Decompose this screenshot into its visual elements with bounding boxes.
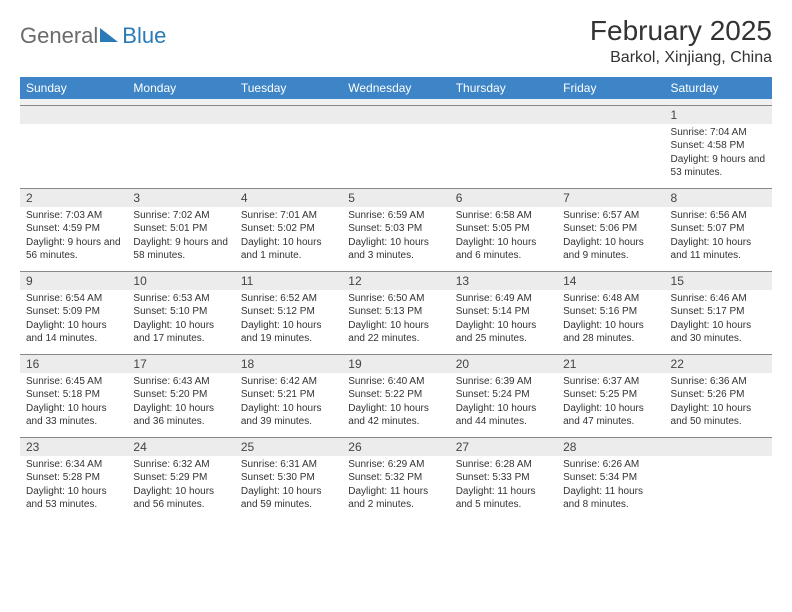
date-cell: 14	[557, 271, 664, 290]
detail-cell: Sunrise: 6:56 AMSunset: 5:07 PMDaylight:…	[665, 207, 772, 272]
date-cell: 2	[20, 188, 127, 207]
day-header: Sunday	[20, 77, 127, 99]
date-cell	[127, 105, 234, 124]
date-cell: 12	[342, 271, 449, 290]
detail-row: Sunrise: 7:04 AMSunset: 4:58 PMDaylight:…	[20, 124, 772, 189]
detail-cell	[342, 124, 449, 189]
date-cell: 9	[20, 271, 127, 290]
detail-cell: Sunrise: 6:42 AMSunset: 5:21 PMDaylight:…	[235, 373, 342, 438]
date-cell	[450, 105, 557, 124]
detail-cell: Sunrise: 6:58 AMSunset: 5:05 PMDaylight:…	[450, 207, 557, 272]
date-row: 9101112131415	[20, 271, 772, 290]
date-cell: 1	[665, 105, 772, 124]
detail-cell: Sunrise: 6:52 AMSunset: 5:12 PMDaylight:…	[235, 290, 342, 355]
date-cell: 16	[20, 354, 127, 373]
detail-cell	[20, 124, 127, 189]
date-cell: 6	[450, 188, 557, 207]
date-cell	[557, 105, 664, 124]
day-header: Tuesday	[235, 77, 342, 99]
day-header: Monday	[127, 77, 234, 99]
page-header: General Blue February 2025 Barkol, Xinji…	[20, 15, 772, 67]
detail-cell: Sunrise: 6:54 AMSunset: 5:09 PMDaylight:…	[20, 290, 127, 355]
detail-cell: Sunrise: 6:28 AMSunset: 5:33 PMDaylight:…	[450, 456, 557, 520]
detail-cell: Sunrise: 7:01 AMSunset: 5:02 PMDaylight:…	[235, 207, 342, 272]
detail-row: Sunrise: 6:54 AMSunset: 5:09 PMDaylight:…	[20, 290, 772, 355]
detail-cell: Sunrise: 6:53 AMSunset: 5:10 PMDaylight:…	[127, 290, 234, 355]
date-cell: 28	[557, 437, 664, 456]
detail-cell: Sunrise: 6:39 AMSunset: 5:24 PMDaylight:…	[450, 373, 557, 438]
date-cell: 3	[127, 188, 234, 207]
triangle-icon	[100, 28, 118, 42]
detail-cell: Sunrise: 6:40 AMSunset: 5:22 PMDaylight:…	[342, 373, 449, 438]
date-cell: 20	[450, 354, 557, 373]
detail-row: Sunrise: 7:03 AMSunset: 4:59 PMDaylight:…	[20, 207, 772, 272]
date-cell: 25	[235, 437, 342, 456]
date-cell: 26	[342, 437, 449, 456]
day-header: Thursday	[450, 77, 557, 99]
detail-cell: Sunrise: 6:34 AMSunset: 5:28 PMDaylight:…	[20, 456, 127, 520]
date-cell: 17	[127, 354, 234, 373]
date-cell: 24	[127, 437, 234, 456]
date-cell	[235, 105, 342, 124]
day-header: Friday	[557, 77, 664, 99]
date-cell: 19	[342, 354, 449, 373]
date-cell: 21	[557, 354, 664, 373]
detail-cell	[450, 124, 557, 189]
detail-cell: Sunrise: 6:31 AMSunset: 5:30 PMDaylight:…	[235, 456, 342, 520]
detail-cell: Sunrise: 6:50 AMSunset: 5:13 PMDaylight:…	[342, 290, 449, 355]
date-cell: 5	[342, 188, 449, 207]
date-cell: 23	[20, 437, 127, 456]
calendar-body: 1 Sunrise: 7:04 AMSunset: 4:58 PMDayligh…	[20, 99, 772, 520]
date-cell: 8	[665, 188, 772, 207]
detail-cell: Sunrise: 6:57 AMSunset: 5:06 PMDaylight:…	[557, 207, 664, 272]
date-cell: 22	[665, 354, 772, 373]
detail-cell: Sunrise: 6:29 AMSunset: 5:32 PMDaylight:…	[342, 456, 449, 520]
title-block: February 2025 Barkol, Xinjiang, China	[590, 15, 772, 67]
date-cell	[20, 105, 127, 124]
detail-cell: Sunrise: 6:37 AMSunset: 5:25 PMDaylight:…	[557, 373, 664, 438]
day-header: Wednesday	[342, 77, 449, 99]
date-cell	[665, 437, 772, 456]
detail-cell: Sunrise: 7:03 AMSunset: 4:59 PMDaylight:…	[20, 207, 127, 272]
detail-cell: Sunrise: 6:59 AMSunset: 5:03 PMDaylight:…	[342, 207, 449, 272]
date-cell	[342, 105, 449, 124]
detail-cell	[235, 124, 342, 189]
date-cell: 18	[235, 354, 342, 373]
detail-cell: Sunrise: 7:02 AMSunset: 5:01 PMDaylight:…	[127, 207, 234, 272]
detail-cell: Sunrise: 7:04 AMSunset: 4:58 PMDaylight:…	[665, 124, 772, 189]
detail-cell	[557, 124, 664, 189]
date-cell: 7	[557, 188, 664, 207]
date-cell: 10	[127, 271, 234, 290]
detail-row: Sunrise: 6:45 AMSunset: 5:18 PMDaylight:…	[20, 373, 772, 438]
date-row: 2345678	[20, 188, 772, 207]
brand-blue: Blue	[122, 23, 166, 49]
detail-cell	[127, 124, 234, 189]
detail-cell: Sunrise: 6:32 AMSunset: 5:29 PMDaylight:…	[127, 456, 234, 520]
date-row: 16171819202122	[20, 354, 772, 373]
brand-general: General	[20, 23, 98, 49]
detail-cell: Sunrise: 6:45 AMSunset: 5:18 PMDaylight:…	[20, 373, 127, 438]
date-row: 232425262728	[20, 437, 772, 456]
detail-cell: Sunrise: 6:36 AMSunset: 5:26 PMDaylight:…	[665, 373, 772, 438]
date-row: 1	[20, 105, 772, 124]
detail-cell: Sunrise: 6:26 AMSunset: 5:34 PMDaylight:…	[557, 456, 664, 520]
location: Barkol, Xinjiang, China	[590, 49, 772, 67]
detail-cell: Sunrise: 6:43 AMSunset: 5:20 PMDaylight:…	[127, 373, 234, 438]
day-of-week-row: SundayMondayTuesdayWednesdayThursdayFrid…	[20, 77, 772, 99]
date-cell: 4	[235, 188, 342, 207]
detail-cell	[665, 456, 772, 520]
detail-row: Sunrise: 6:34 AMSunset: 5:28 PMDaylight:…	[20, 456, 772, 520]
day-header: Saturday	[665, 77, 772, 99]
date-cell: 27	[450, 437, 557, 456]
detail-cell: Sunrise: 6:46 AMSunset: 5:17 PMDaylight:…	[665, 290, 772, 355]
brand-logo: General Blue	[20, 15, 166, 49]
month-year: February 2025	[590, 15, 772, 47]
calendar-table: SundayMondayTuesdayWednesdayThursdayFrid…	[20, 77, 772, 520]
date-cell: 13	[450, 271, 557, 290]
detail-cell: Sunrise: 6:48 AMSunset: 5:16 PMDaylight:…	[557, 290, 664, 355]
date-cell: 15	[665, 271, 772, 290]
date-cell: 11	[235, 271, 342, 290]
detail-cell: Sunrise: 6:49 AMSunset: 5:14 PMDaylight:…	[450, 290, 557, 355]
